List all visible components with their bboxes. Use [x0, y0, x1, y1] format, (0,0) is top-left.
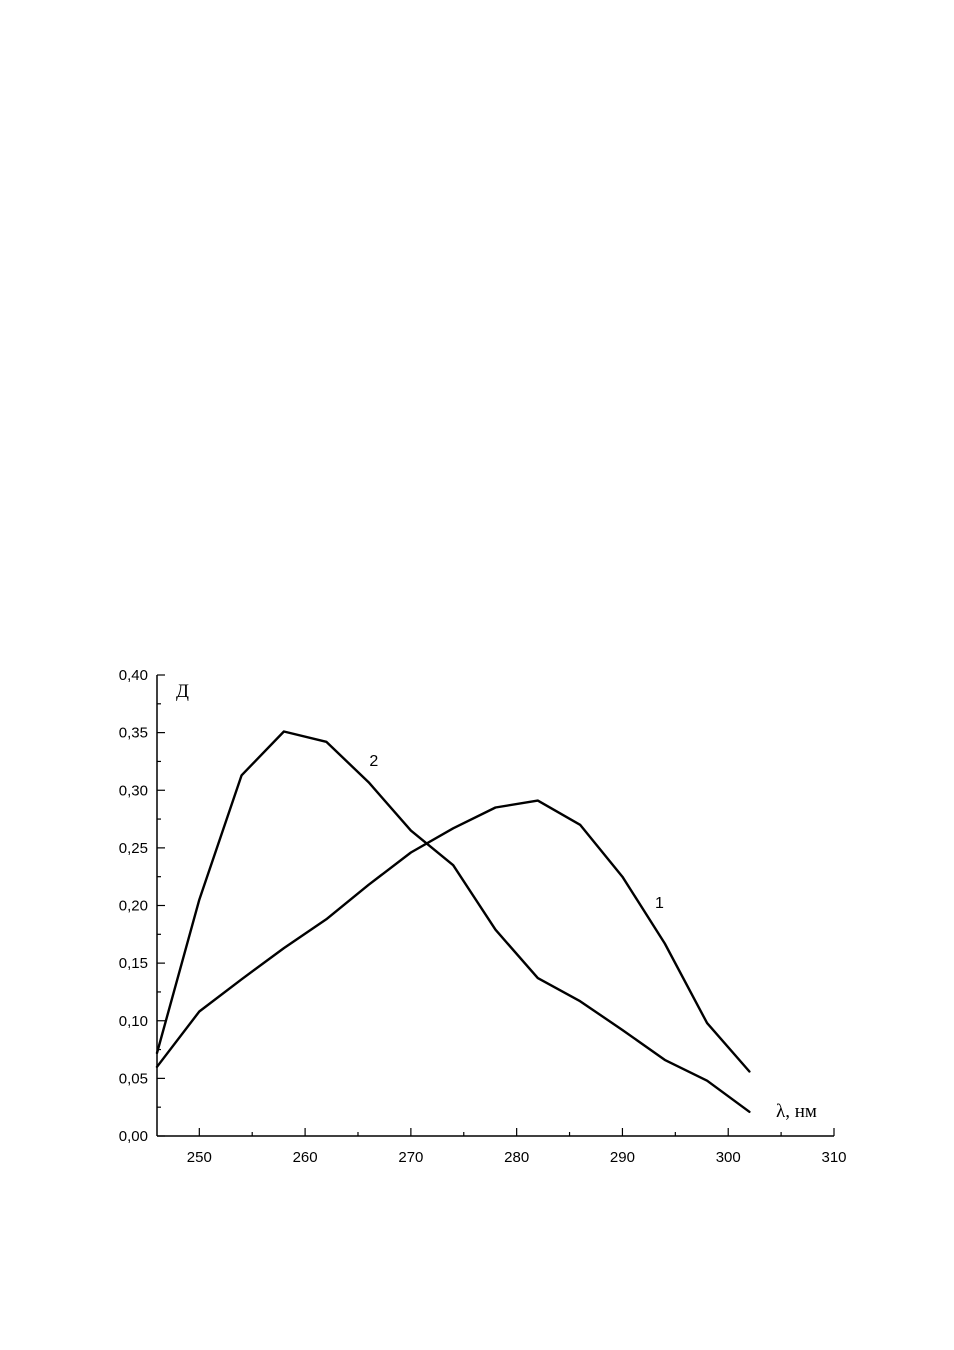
- y-tick-label: 0,40: [119, 667, 148, 684]
- x-axis-label: λ, нм: [776, 1101, 817, 1122]
- x-tick-label: 300: [716, 1149, 741, 1166]
- y-tick-label: 0,35: [119, 725, 148, 742]
- y-tick-label: 0,10: [119, 1013, 148, 1030]
- y-tick-label: 0,00: [119, 1128, 148, 1145]
- x-tick-label: 270: [398, 1149, 423, 1166]
- x-tick-label: 310: [821, 1149, 846, 1166]
- series-line-2: [155, 730, 751, 1114]
- x-tick-label: 290: [610, 1149, 635, 1166]
- x-tick-label: 260: [293, 1149, 318, 1166]
- y-tick-label: 0,30: [119, 782, 148, 799]
- y-tick-label: 0,20: [119, 898, 148, 915]
- y-axis-label: Д: [176, 681, 189, 702]
- series-label-2: 2: [369, 753, 378, 770]
- series-label-1: 1: [655, 895, 664, 912]
- x-tick-label: 250: [187, 1149, 212, 1166]
- x-tick-label: 280: [504, 1149, 529, 1166]
- y-tick-label: 0,15: [119, 955, 148, 972]
- y-tick-label: 0,05: [119, 1070, 148, 1087]
- y-tick-label: 0,25: [119, 840, 148, 857]
- series-line-1: [155, 799, 751, 1073]
- plot-area: 0,00 0,05 0,10 0,15 0,20 0,25 0,30 0,35 0,40 250 2…: [119, 667, 847, 1166]
